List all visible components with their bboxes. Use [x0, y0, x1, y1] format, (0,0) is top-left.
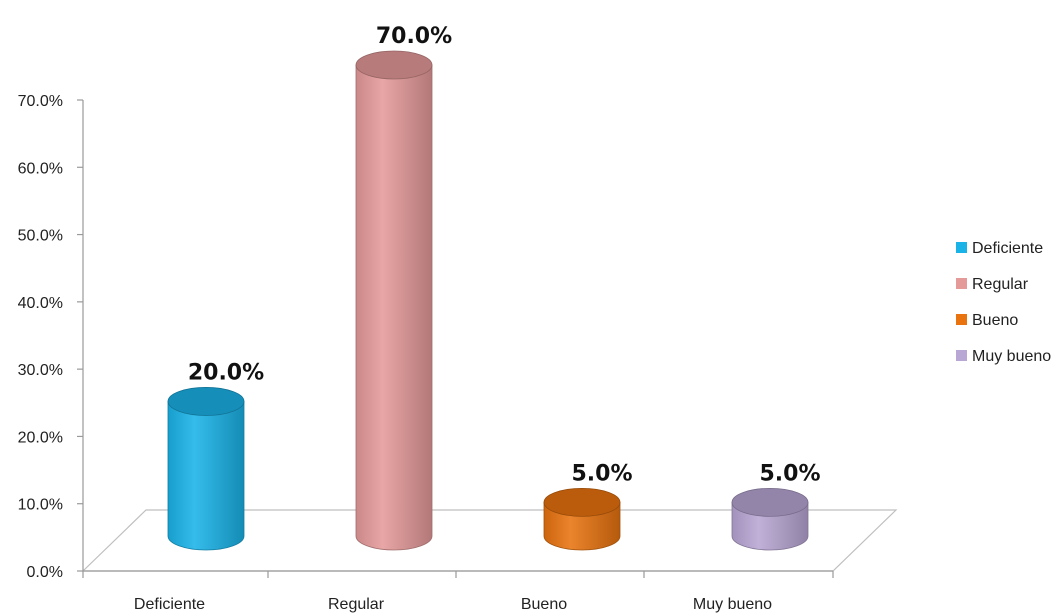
data-label-regular: 70.0%: [376, 24, 452, 49]
bar-top: [355, 50, 433, 80]
category-label-bueno: Bueno: [521, 596, 567, 613]
legend: Deficiente Regular Bueno Muy bueno: [956, 240, 1051, 365]
bar-top: [731, 487, 809, 517]
legend-label-muy-bueno: Muy bueno: [972, 348, 1051, 365]
y-tick-label: 0.0%: [27, 564, 63, 581]
legend-swatch-muy-bueno: [956, 350, 967, 361]
legend-label-deficiente: Deficiente: [972, 240, 1043, 257]
data-label-muy-bueno: 5.0%: [759, 461, 820, 486]
bars-group: [167, 50, 809, 551]
category-label-muy-bueno: Muy bueno: [693, 596, 772, 613]
bar-body: [167, 401, 245, 551]
legend-swatch-bueno: [956, 314, 967, 325]
y-tick-label: 60.0%: [18, 160, 63, 177]
y-tick-label: 50.0%: [18, 228, 63, 245]
bar-muy-bueno: [731, 487, 809, 551]
y-tick-label: 70.0%: [18, 93, 63, 110]
legend-swatch-regular: [956, 278, 967, 289]
bar-bueno: [543, 487, 621, 551]
y-tick-label: 40.0%: [18, 295, 63, 312]
bar-top: [167, 387, 245, 416]
bar-top: [543, 487, 621, 517]
y-axis-ticks: 0.0% 10.0% 20.0% 30.0% 40.0% 50.0% 60.0% 70.0%: [18, 93, 83, 581]
legend-label-regular: Regular: [972, 276, 1029, 293]
bar-regular: [355, 50, 433, 551]
x-axis-ticks: Deficiente Regular Bueno Muy bueno: [82, 571, 834, 613]
y-tick-label: 10.0%: [18, 497, 63, 514]
data-label-deficiente: 20.0%: [188, 360, 264, 385]
legend-swatch-deficiente: [956, 242, 967, 253]
bar-body: [355, 64, 433, 551]
data-labels-group: 20.0% 70.0% 5.0% 5.0%: [188, 24, 821, 486]
y-tick-label: 30.0%: [18, 362, 63, 379]
category-label-deficiente: Deficiente: [134, 596, 205, 613]
data-label-bueno: 5.0%: [571, 461, 632, 486]
bar-deficiente: [167, 387, 245, 551]
y-tick-label: 20.0%: [18, 429, 63, 446]
legend-label-bueno: Bueno: [972, 312, 1018, 329]
category-label-regular: Regular: [328, 596, 385, 613]
